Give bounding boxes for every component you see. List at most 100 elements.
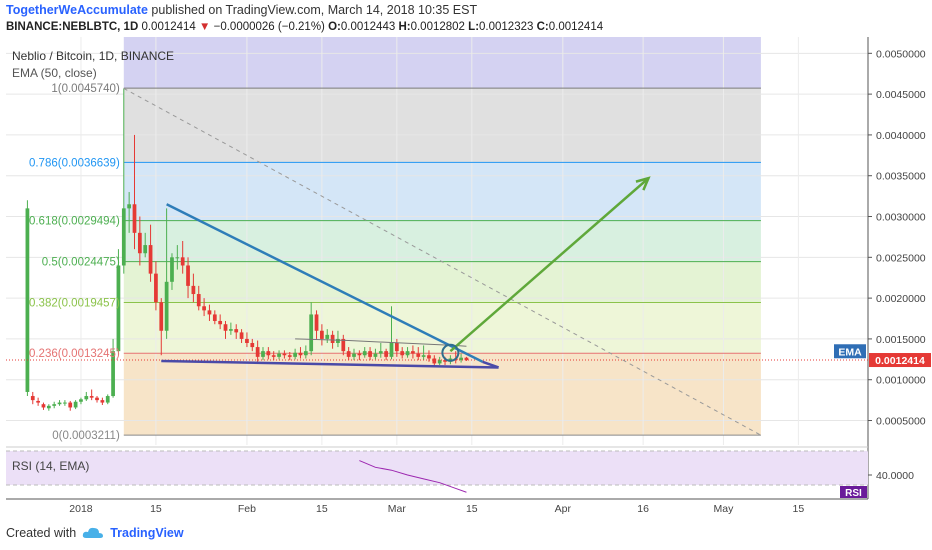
ohlc-bar: BINANCE:NEBLBTC, 1D 0.0012414 ▼ −0.00000… <box>6 21 603 33</box>
change-value: −0.0000026 (−0.21%) <box>213 21 325 33</box>
candle-body <box>378 351 383 354</box>
wedge-apex[interactable] <box>482 360 499 369</box>
candle-body <box>212 314 217 321</box>
candle-body <box>137 232 142 254</box>
time-axis-label: Feb <box>238 503 256 515</box>
candle-body <box>63 402 67 404</box>
candle-body <box>336 338 340 343</box>
candle-body <box>84 396 89 400</box>
candle-body <box>255 347 260 357</box>
candle-body <box>357 353 362 356</box>
candle-body <box>309 314 314 352</box>
created-with-text: Created with <box>6 526 77 540</box>
candle-body <box>180 257 185 266</box>
close-label: C: <box>536 21 549 33</box>
candle-body <box>352 353 356 357</box>
fib-level-label: 0.382(0.0019457) <box>29 298 120 310</box>
candle-body <box>266 351 271 356</box>
candle-body <box>25 208 30 392</box>
candle-body <box>330 334 335 343</box>
rsi-label: RSI (14, EMA) <box>12 459 89 473</box>
candle-body <box>105 396 110 403</box>
candle-body <box>52 404 57 406</box>
candle-body <box>239 332 244 339</box>
open-label: O: <box>328 21 341 33</box>
low-value: 0.0012323 <box>479 21 534 33</box>
tradingview-brand[interactable]: TradingView <box>110 526 184 540</box>
candle-body <box>132 204 137 233</box>
fib-level-label: 1(0.0045740) <box>51 83 120 95</box>
candle-body <box>320 330 324 339</box>
candle-body <box>175 257 180 259</box>
candle-body <box>202 306 206 311</box>
candle-body <box>164 281 169 331</box>
candle-body <box>400 351 405 356</box>
publish-text: published on TradingView.com, March 14, … <box>151 3 478 17</box>
candle-body <box>245 338 249 343</box>
candle-body <box>459 357 463 361</box>
price-axis-label: 0.0015000 <box>876 334 926 346</box>
projection-arrow[interactable] <box>449 177 650 353</box>
candle-body <box>95 397 99 401</box>
price-axis-label: 0.0005000 <box>876 416 926 428</box>
low-label: L: <box>468 21 480 33</box>
candle-body <box>427 355 431 359</box>
candle-body <box>250 343 255 348</box>
dashed-diagonal-line[interactable] <box>123 87 762 436</box>
candle-body <box>116 265 121 352</box>
candle-body <box>100 400 105 403</box>
candle-body <box>234 329 239 333</box>
last-price: 0.0012414 <box>141 21 196 33</box>
fib-band <box>123 37 761 89</box>
candle-body <box>154 273 158 303</box>
candle-body <box>127 204 132 209</box>
rsi-tag-text: RSI <box>845 488 862 499</box>
publish-info: TogetherWeAccumulate published on Tradin… <box>6 3 477 17</box>
candle-body <box>432 358 437 364</box>
price-axis-label: 0.0020000 <box>876 293 926 305</box>
candle-body <box>111 351 115 397</box>
candle-body <box>73 401 78 408</box>
last-price-tag <box>869 353 931 368</box>
candle-body <box>464 357 469 361</box>
upper-trendline[interactable] <box>166 203 484 363</box>
time-axis-label: Apr <box>555 503 572 515</box>
fib-level-label: 0.5(0.0024475) <box>42 257 120 269</box>
time-axis-label: 15 <box>793 503 805 515</box>
close-value: 0.0012414 <box>548 21 604 33</box>
candle-body <box>325 334 330 339</box>
candle-body <box>384 351 389 357</box>
target-circle[interactable] <box>441 343 460 362</box>
candle-body <box>68 402 73 408</box>
price-axis-label: 0.0035000 <box>876 171 926 183</box>
candle-body <box>411 351 415 354</box>
candle-body <box>143 245 148 254</box>
candle-body <box>79 399 83 402</box>
price-axis-label: 0.0045000 <box>876 89 926 101</box>
candle-body <box>41 404 46 408</box>
indicator-label: EMA (50, close) <box>12 66 97 80</box>
candle-body <box>314 314 319 331</box>
fib-band <box>123 162 761 221</box>
time-axis-label: 15 <box>150 503 162 515</box>
fib-level-label: 0(0.0003211) <box>52 430 120 442</box>
author-link[interactable]: TogetherWeAccumulate <box>6 3 148 17</box>
open-value: 0.0012443 <box>340 21 396 33</box>
high-label: H: <box>398 21 411 33</box>
candle-body <box>373 353 378 357</box>
candle-body <box>287 355 292 357</box>
time-axis-label: Mar <box>388 503 407 515</box>
candle-body <box>389 343 394 357</box>
rsi-tag <box>840 486 867 498</box>
fib-band <box>123 261 761 303</box>
down-arrow-icon: ▼ <box>199 21 211 33</box>
candle-body <box>416 353 421 357</box>
candle-body <box>341 338 346 352</box>
candle-body <box>394 343 399 352</box>
candle-body <box>191 285 196 295</box>
candle-body <box>277 353 281 357</box>
lower-trendline[interactable] <box>161 359 499 369</box>
candle-body <box>443 360 447 362</box>
price-axis-label: 0.0010000 <box>876 375 926 387</box>
